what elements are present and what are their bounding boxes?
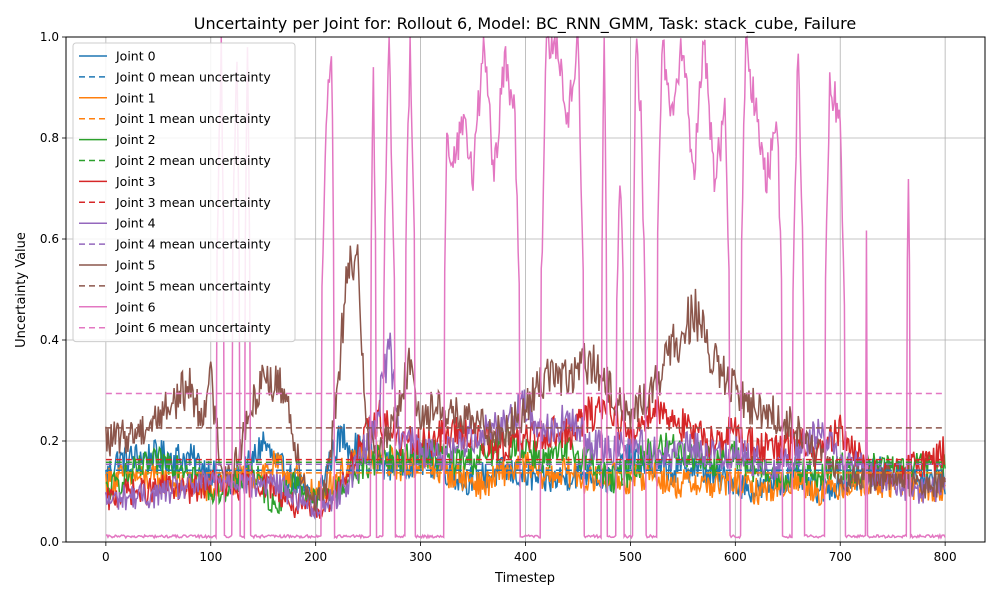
legend-label: Joint 3 [115, 174, 156, 189]
x-tick-label: 300 [409, 550, 432, 564]
legend-label-mean: Joint 6 mean uncertainty [115, 320, 271, 335]
legend-box [72, 42, 296, 343]
legend-label: Joint 4 [115, 216, 156, 231]
legend-label: Joint 1 [115, 90, 156, 105]
legend-label-mean: Joint 2 mean uncertainty [115, 153, 271, 168]
y-tick-label: 0.0 [40, 535, 59, 549]
x-tick-label: 600 [724, 550, 747, 564]
x-axis-label: Timestep [494, 571, 555, 586]
y-tick-label: 0.8 [40, 131, 59, 145]
legend-label-mean: Joint 0 mean uncertainty [115, 69, 271, 84]
legend-label-mean: Joint 3 mean uncertainty [115, 195, 271, 210]
legend-label: Joint 6 [115, 299, 156, 314]
legend-label: Joint 2 [115, 132, 156, 147]
x-tick-label: 500 [619, 550, 642, 564]
x-tick-label: 800 [934, 550, 957, 564]
legend-label-mean: Joint 1 mean uncertainty [115, 111, 271, 126]
legend-label-mean: Joint 4 mean uncertainty [115, 237, 271, 252]
y-tick-label: 0.4 [40, 333, 59, 347]
legend: Joint 0 Joint 0 mean uncertainty Joint 1 Jo… [72, 42, 296, 343]
legend-label: Joint 0 [115, 49, 156, 64]
y-tick-label: 0.6 [40, 232, 59, 246]
y-tick-label: 1.0 [40, 30, 59, 44]
chart-title: Uncertainty per Joint for: Rollout 6, Mo… [194, 14, 856, 34]
x-tick-label: 0 [102, 550, 110, 564]
y-axis-ticks: 0.0 0.2 0.4 0.6 0.8 1.0 [40, 30, 66, 549]
x-tick-label: 400 [514, 550, 537, 564]
x-axis-ticks: 0 100 200 300 400 500 600 700 800 [102, 542, 957, 564]
x-tick-label: 100 [199, 550, 222, 564]
y-axis-label: Uncertainty Value [14, 232, 29, 348]
series-line-joint-5 [105, 244, 946, 512]
y-tick-label: 0.2 [40, 434, 59, 448]
legend-label-mean: Joint 5 mean uncertainty [115, 278, 271, 293]
x-tick-label: 200 [304, 550, 327, 564]
x-tick-label: 700 [829, 550, 852, 564]
legend-label: Joint 5 [115, 258, 156, 273]
